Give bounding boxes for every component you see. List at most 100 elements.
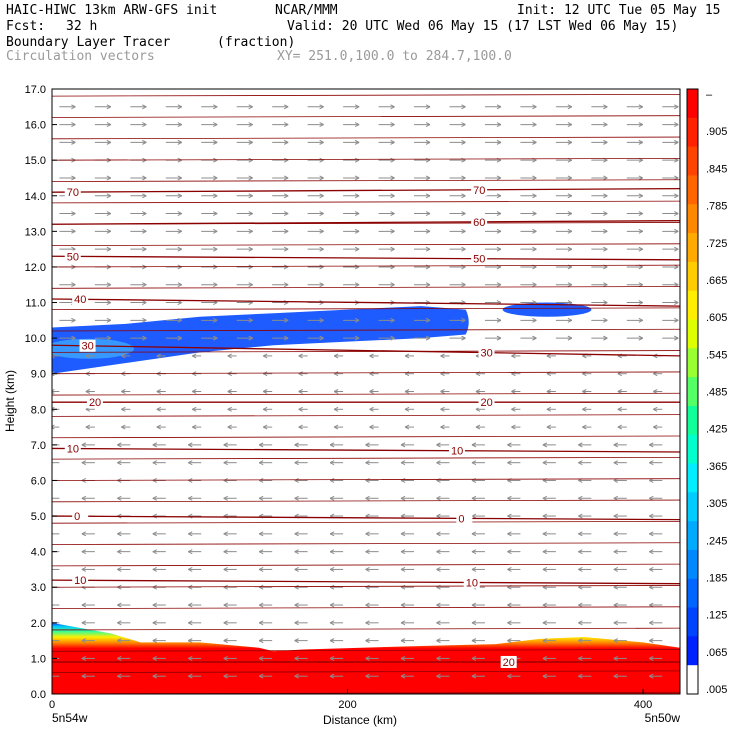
circulation-vector-head [649, 638, 654, 644]
circulation-vector-head [117, 673, 122, 679]
circulation-vector-head [85, 353, 91, 359]
circulation-vector-head [400, 655, 406, 661]
circulation-vector-head [461, 175, 466, 181]
circulation-vector-head [507, 513, 512, 519]
circulation-vector-head [213, 122, 218, 128]
circulation-vector-head [613, 531, 619, 537]
circulation-vector-head [365, 638, 370, 644]
isotherm-label: 10 [74, 575, 86, 587]
circulation-vector-head [613, 460, 619, 466]
colorbar-label: .185 [706, 572, 727, 584]
circulation-vector-head [223, 566, 228, 572]
colorbar-label: .605 [706, 312, 727, 324]
circulation-vector-head [365, 655, 370, 661]
circulation-vector-head [188, 620, 193, 626]
circulation-vector-head [319, 104, 324, 110]
circulation-vector-head [248, 211, 253, 217]
circulation-vector-head [613, 655, 619, 661]
circulation-vector-head [333, 424, 339, 430]
circulation-vector-head [106, 104, 112, 110]
isotherm-label-bg [79, 339, 96, 352]
isotherm-labeled-line [52, 344, 680, 357]
circulation-vector-head [542, 566, 548, 572]
circulation-vector-head [117, 442, 122, 448]
circulation-vector-head [71, 104, 76, 110]
circulation-vector-head [638, 193, 644, 199]
circulation-vector-head [152, 442, 158, 448]
circulation-vector-head [319, 335, 324, 341]
header-valid: Valid: 20 UTC Wed 06 May 15 (17 LST Wed … [287, 19, 679, 34]
circulation-vector-head [188, 531, 193, 537]
circulation-vector-head [461, 193, 466, 199]
circulation-vector-head [71, 335, 76, 341]
circulation-vector-head [152, 566, 158, 572]
circulation-vector-head [329, 531, 335, 537]
circulation-vector-head [603, 122, 608, 128]
circulation-vector-head [319, 246, 324, 252]
colorbar-segment [687, 261, 698, 292]
isotherm-label-bg [478, 396, 495, 409]
circulation-vector-head [603, 228, 608, 234]
circulation-vector-head [117, 602, 122, 608]
circulation-vector-head [152, 602, 158, 608]
circulation-vector-head [461, 104, 466, 110]
circulation-vector-head [369, 424, 374, 430]
circulation-vector-head [674, 211, 679, 217]
isotherm-label-bg [72, 293, 89, 306]
circulation-vector-head [461, 211, 466, 217]
circulation-vector-head [152, 460, 158, 466]
circulation-vector-head [546, 424, 552, 430]
circulation-vector-head [365, 531, 370, 537]
circulation-vector-head [567, 246, 573, 252]
isotherm-label: 60 [473, 217, 485, 229]
isotherm-label: 50 [67, 251, 79, 263]
isotherm-label: 70 [67, 187, 79, 199]
circulation-vector-head [425, 317, 431, 323]
circulation-vector-head [532, 104, 537, 110]
circulation-vector-head [106, 175, 112, 181]
circulation-vector-head [333, 353, 339, 359]
circulation-vector-head [319, 317, 324, 323]
circulation-vector-head [440, 406, 445, 412]
circulation-vector-head [511, 406, 516, 412]
circulation-vector-head [248, 104, 253, 110]
isotherm-label: 20 [503, 657, 515, 669]
circulation-vector-head [436, 620, 441, 626]
y-tick-label: 13.0 [25, 226, 46, 238]
isotherm-label-bg [471, 215, 488, 228]
circulation-vector-head [603, 300, 608, 305]
colorbar-frame [686, 88, 699, 695]
circulation-vector-head [390, 228, 395, 234]
circulation-vector-head [390, 175, 395, 181]
circulation-vector-head [106, 122, 112, 128]
colorbar-segment [687, 492, 698, 522]
circulation-vector-head [404, 353, 410, 359]
circulation-vector-head [436, 460, 441, 466]
circulation-vector-head [542, 673, 548, 679]
circulation-vector-head [674, 104, 679, 110]
circulation-vector-head [258, 566, 264, 572]
circulation-vector-head [121, 424, 126, 430]
y-tick-label: 8.0 [31, 404, 46, 416]
circulation-vector-head [436, 531, 441, 537]
y-tick-label: 0.0 [31, 689, 46, 701]
colorbar-label: – [706, 89, 713, 101]
circulation-vector-head [283, 335, 289, 341]
x-tick-label: 400 [634, 699, 652, 711]
y-tick-label: 17.0 [25, 84, 46, 96]
circulation-vector-head [404, 424, 410, 430]
circulation-vector-head [436, 442, 441, 448]
circulation-vector-head [294, 602, 299, 608]
circulation-vector-head [213, 104, 218, 110]
circulation-vector-head [71, 211, 76, 217]
circulation-vector-head [511, 389, 516, 394]
colorbar-label: .305 [706, 498, 727, 510]
circulation-vector-head [121, 353, 126, 359]
circulation-vector-head [649, 673, 654, 679]
circulation-vector-head [283, 139, 289, 145]
circulation-vector-head [283, 211, 289, 217]
circulation-vector-head [177, 335, 183, 341]
circulation-vector-head [298, 424, 303, 430]
circulation-vector-head [213, 175, 218, 181]
circulation-vector-head [294, 495, 299, 501]
